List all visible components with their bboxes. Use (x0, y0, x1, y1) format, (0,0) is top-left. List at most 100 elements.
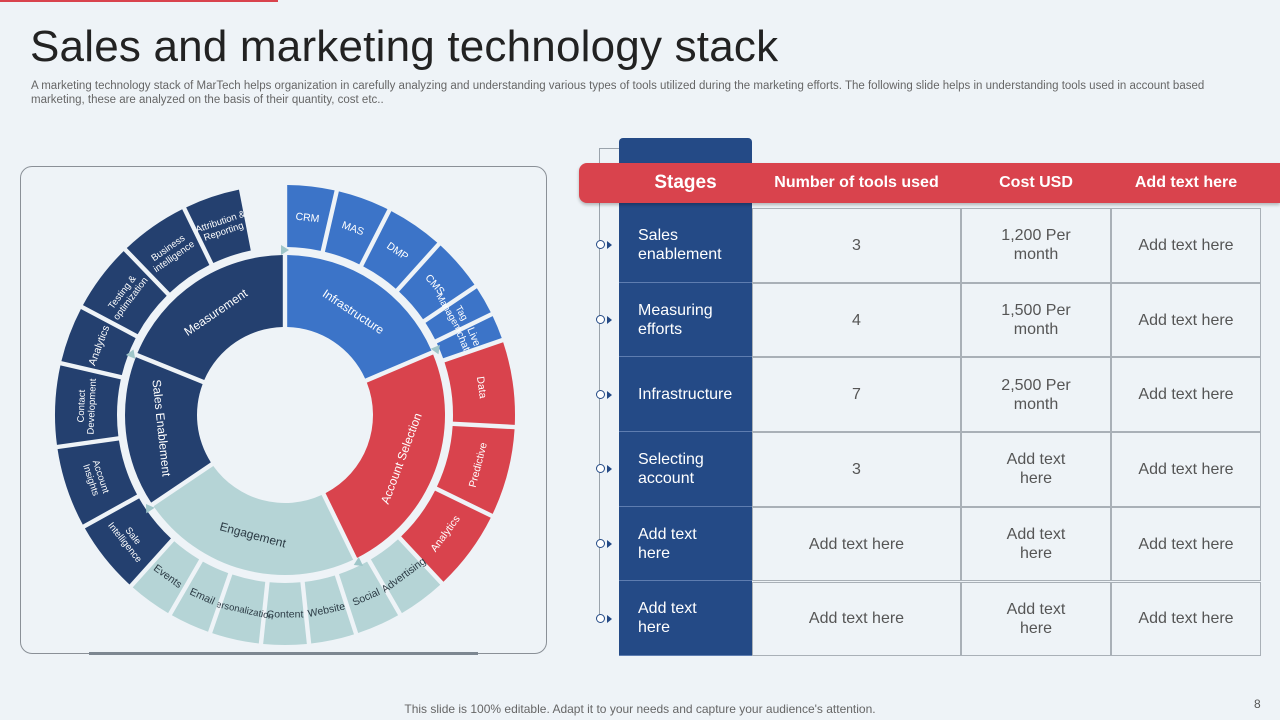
inner-segment-infrastructure (287, 255, 432, 379)
cell-value: Add text here (808, 535, 905, 553)
cell-value: Add text here (1138, 386, 1234, 404)
table-cell-cost: 2,500 Per month (961, 357, 1111, 433)
stage-label: Infrastructure (638, 385, 733, 403)
stage-label: Selecting account (638, 450, 704, 487)
martech-wheel: CRMMASDMPCMSTagManagementLivechatDataPre… (55, 185, 515, 645)
header-stages: Stages (654, 172, 717, 193)
stage-label: Sales enablement (638, 226, 722, 263)
table-cell-extra: Add text here (1111, 432, 1261, 507)
table-cell-extra: Add text here (1111, 282, 1261, 358)
outer-segment-analytics (61, 308, 136, 376)
timeline-dot (596, 613, 605, 623)
outer-label-contact-development: ContactDevelopment (75, 378, 99, 435)
timeline-dot (596, 539, 605, 549)
cell-value: Add text here (1006, 526, 1066, 563)
timeline-dot (596, 240, 605, 250)
outer-segment-dmp (363, 211, 438, 289)
outer-segment-events (132, 541, 200, 614)
cell-value: Add text here (1006, 600, 1066, 637)
table-cell-tools: 4 (752, 282, 961, 358)
table-cell-cost: Add text here (961, 581, 1111, 657)
inner-segment-account-selection (325, 354, 445, 558)
segment-divider-arrow (353, 557, 364, 567)
inner-segment-sales-enablement (124, 357, 211, 503)
stage-label: Add text here (638, 525, 697, 562)
table-cell-cost: Add text here (961, 432, 1111, 507)
cell-value: 3 (852, 236, 861, 254)
outer-segment-mas (324, 191, 388, 265)
outer-segment-data (444, 342, 515, 425)
timeline-dot (596, 389, 605, 399)
segment-divider-arrow (430, 344, 440, 355)
outer-segment-cms (399, 245, 475, 320)
timeline-arrow-icon (607, 241, 612, 250)
cell-value: Add text here (1138, 460, 1234, 478)
stage-cell: Measuring efforts (619, 283, 752, 358)
outer-segment-live-chat (436, 316, 502, 359)
cell-value: 2,500 Per month (1001, 376, 1071, 413)
header-extra: Add text here (1134, 174, 1238, 191)
cell-value: Add text here (1138, 311, 1234, 329)
stage-label: Measuring efforts (638, 301, 713, 338)
outer-segment-sale-intelligence (84, 498, 171, 585)
timeline-dot (596, 315, 605, 325)
table-cell-cost: Add text here (961, 506, 1111, 582)
timeline-arrow-icon (607, 316, 612, 325)
outer-segment-predictive (436, 425, 515, 514)
cell-value: Add text here (808, 610, 905, 628)
outer-label-data: Data (474, 376, 489, 400)
table-cell-cost: 1,500 Per month (961, 282, 1111, 358)
stages-column (619, 138, 752, 656)
outer-segment-tag-management (425, 288, 491, 340)
table-cell-tools: 3 (752, 208, 961, 283)
outer-segment-attribution-reporting (186, 189, 251, 264)
page-subtitle: A marketing technology stack of MarTech … (31, 80, 1205, 106)
cell-value: 1,500 Per month (1001, 302, 1071, 339)
stage-cell: Selecting account (619, 432, 752, 507)
stage-cell: Sales enablement (619, 208, 752, 283)
page-number: 8 (1254, 697, 1261, 711)
table-cell-extra: Add text here (1111, 506, 1261, 582)
outer-segment-crm (287, 185, 335, 251)
table-cell-tools: Add text here (752, 506, 961, 582)
wheel-panel-underline (89, 652, 478, 655)
table-header-bar (579, 163, 1280, 203)
header-cost: Cost USD (999, 174, 1073, 191)
outer-segment-testing-optimization (82, 251, 167, 335)
stage-cell: Add text here (619, 582, 752, 657)
cell-value: Add text here (1138, 610, 1234, 628)
outer-label-content: Content (267, 609, 304, 621)
stage-cell: Add text here (619, 507, 752, 582)
timeline-arrow-icon (607, 614, 612, 623)
timeline-arrow-icon (607, 465, 612, 474)
table-cell-tools: 3 (752, 432, 961, 507)
outer-segment-content (263, 582, 307, 645)
segment-divider-arrow (145, 503, 155, 514)
cell-value: Add text here (1006, 451, 1066, 488)
outer-label-crm: CRM (295, 211, 320, 226)
outer-segment-email (171, 561, 229, 632)
outer-segment-account-insights (57, 440, 138, 525)
outer-segment-contact-development (55, 365, 121, 445)
cell-value: 3 (852, 460, 861, 478)
table-cell-tools: Add text here (752, 581, 961, 657)
cell-value: 4 (852, 311, 861, 329)
cell-value: 7 (852, 386, 861, 404)
table-cell-extra: Add text here (1111, 581, 1261, 657)
accent-line (0, 0, 278, 2)
inner-segment-engagement (153, 466, 354, 575)
timeline-arrow-icon (607, 540, 612, 549)
timeline-line (599, 148, 600, 618)
stage-cell: Infrastructure (619, 357, 752, 433)
stage-label: Add text here (638, 600, 697, 637)
table-cell-extra: Add text here (1111, 208, 1261, 283)
outer-segment-website (304, 575, 354, 644)
inner-segment-measurement (137, 255, 283, 381)
timeline-dot (596, 464, 605, 474)
header-tools: Number of tools used (774, 174, 939, 191)
outer-segment-advertising (370, 539, 441, 614)
timeline-arrow-icon (607, 390, 612, 399)
outer-segment-business-intelligence (126, 209, 210, 293)
timeline-top (599, 148, 619, 149)
cell-value: Add text here (1138, 236, 1234, 254)
